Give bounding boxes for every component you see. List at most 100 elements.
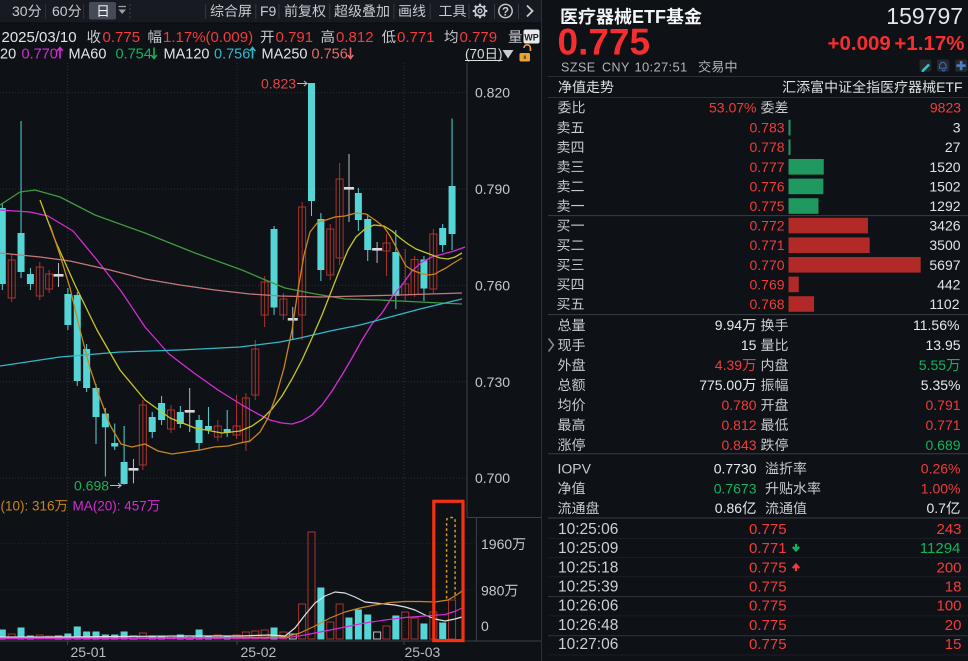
- svg-text:20: 20: [945, 617, 962, 634]
- svg-text:0.823: 0.823: [261, 76, 296, 92]
- svg-text:30: 30: [12, 3, 28, 19]
- svg-text:0.776: 0.776: [750, 178, 785, 194]
- svg-text:0.769: 0.769: [750, 276, 785, 292]
- svg-text:MA60: MA60: [69, 47, 107, 63]
- svg-text:4.39: 4.39: [715, 357, 742, 373]
- svg-text:0.771: 0.771: [750, 237, 785, 253]
- svg-text:15: 15: [945, 636, 962, 653]
- svg-text:159797: 159797: [886, 3, 963, 29]
- svg-text:11.56%: 11.56%: [913, 317, 959, 333]
- svg-text:0.771: 0.771: [749, 540, 787, 557]
- svg-text:0.775: 0.775: [749, 521, 787, 538]
- svg-text:3: 3: [953, 120, 961, 136]
- svg-text:0.760: 0.760: [475, 277, 510, 293]
- svg-text:0.754: 0.754: [116, 47, 152, 63]
- svg-text:0.791: 0.791: [926, 397, 961, 413]
- svg-text:IOPV: IOPV: [558, 460, 592, 476]
- svg-text:0.770: 0.770: [22, 47, 58, 63]
- svg-text:0.775: 0.775: [749, 579, 787, 596]
- svg-text:0.7730: 0.7730: [714, 460, 757, 476]
- svg-text:442: 442: [937, 276, 961, 292]
- svg-text:0.26%: 0.26%: [921, 460, 961, 476]
- svg-text:MA250: MA250: [262, 47, 308, 63]
- svg-text:0.780: 0.780: [722, 397, 757, 413]
- svg-text:0.783: 0.783: [750, 120, 785, 136]
- svg-text:SZSE: SZSE: [561, 61, 596, 75]
- svg-text:0.689: 0.689: [926, 437, 961, 453]
- svg-text:(10): 316: (10): 316: [1, 499, 55, 514]
- svg-text:27: 27: [945, 139, 961, 155]
- svg-text:?: ?: [502, 7, 509, 19]
- svg-text:ETF: ETF: [632, 7, 666, 27]
- svg-text:11294: 11294: [920, 540, 961, 557]
- svg-text:0.700: 0.700: [475, 470, 510, 486]
- svg-text:15: 15: [741, 337, 757, 353]
- svg-text:0.775: 0.775: [749, 559, 787, 576]
- svg-text:F9: F9: [260, 3, 277, 19]
- svg-text:+0.009: +0.009: [828, 32, 891, 55]
- svg-text:10:26:48: 10:26:48: [558, 617, 618, 634]
- svg-text:0.820: 0.820: [475, 85, 510, 101]
- svg-text:0.790: 0.790: [475, 181, 510, 197]
- svg-text:0.698: 0.698: [74, 478, 109, 494]
- svg-text:1102: 1102: [929, 296, 959, 312]
- svg-text:0.772: 0.772: [750, 218, 785, 234]
- svg-text:13.95: 13.95: [926, 337, 961, 353]
- svg-text:9823: 9823: [930, 100, 961, 116]
- svg-text:53.07%: 53.07%: [709, 100, 756, 116]
- svg-text:+1.17%: +1.17%: [894, 32, 964, 55]
- svg-text:1960: 1960: [481, 536, 512, 552]
- svg-text:0.775: 0.775: [103, 29, 141, 46]
- svg-text:WP: WP: [524, 33, 539, 43]
- svg-text:MA(20): 457: MA(20): 457: [73, 499, 147, 514]
- svg-text:18: 18: [945, 579, 962, 596]
- svg-text:25-01: 25-01: [71, 644, 107, 660]
- svg-text:0.730: 0.730: [475, 374, 510, 390]
- svg-text:10:25:06: 10:25:06: [558, 521, 618, 538]
- svg-text:3500: 3500: [929, 237, 960, 253]
- svg-text:980: 980: [481, 583, 505, 599]
- svg-text:0.770: 0.770: [750, 257, 785, 273]
- svg-text:0.775: 0.775: [749, 598, 787, 615]
- svg-text:775.00: 775.00: [699, 377, 742, 393]
- svg-text:5697: 5697: [929, 257, 960, 273]
- svg-text:0.777: 0.777: [750, 159, 785, 175]
- svg-text:5.35%: 5.35%: [921, 377, 961, 393]
- svg-text:MA120: MA120: [164, 47, 210, 63]
- svg-text:(70: (70: [465, 47, 485, 62]
- svg-text:0.791: 0.791: [276, 29, 314, 46]
- svg-text:5.55: 5.55: [919, 357, 946, 373]
- svg-text:60: 60: [52, 3, 68, 19]
- svg-text:0.812: 0.812: [336, 29, 374, 46]
- svg-text:1502: 1502: [929, 178, 960, 194]
- svg-text:CNY: CNY: [602, 61, 630, 75]
- svg-text:0.778: 0.778: [750, 139, 785, 155]
- svg-text:200: 200: [937, 559, 962, 576]
- svg-text:1.00%: 1.00%: [921, 480, 961, 496]
- svg-text:0.812: 0.812: [722, 417, 757, 433]
- svg-text:1292: 1292: [929, 198, 960, 214]
- svg-text:0.843: 0.843: [722, 437, 757, 453]
- svg-text:2025/03/10: 2025/03/10: [2, 29, 77, 46]
- svg-text:25-03: 25-03: [405, 644, 441, 660]
- svg-text:0.756: 0.756: [214, 47, 250, 63]
- svg-text:0.775: 0.775: [749, 636, 787, 653]
- svg-text:3426: 3426: [929, 218, 960, 234]
- svg-text:): ): [498, 47, 503, 62]
- svg-text:100: 100: [937, 598, 962, 615]
- svg-text:0.7: 0.7: [927, 500, 947, 516]
- svg-text:10:25:18: 10:25:18: [558, 559, 618, 576]
- svg-text:9.94: 9.94: [715, 317, 742, 333]
- svg-text:243: 243: [937, 521, 962, 538]
- svg-text:0.775: 0.775: [750, 198, 785, 214]
- svg-text:0.756: 0.756: [312, 47, 348, 63]
- svg-text:10:26:06: 10:26:06: [558, 598, 618, 615]
- svg-text:25-02: 25-02: [241, 644, 277, 660]
- svg-text:ETF: ETF: [936, 79, 962, 95]
- svg-text:0.771: 0.771: [397, 29, 435, 46]
- svg-text:0.86: 0.86: [715, 500, 742, 516]
- svg-text:1520: 1520: [929, 159, 960, 175]
- svg-text:10:25:39: 10:25:39: [558, 579, 618, 596]
- svg-text:0.771: 0.771: [926, 417, 961, 433]
- svg-text:0.775: 0.775: [558, 22, 651, 63]
